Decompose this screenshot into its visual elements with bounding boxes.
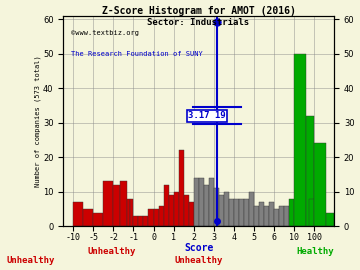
Bar [314, 143, 326, 226]
Bar [168, 195, 174, 226]
Bar [274, 209, 279, 226]
Bar [204, 185, 209, 226]
Bar [254, 206, 259, 226]
Text: Healthy: Healthy [296, 247, 334, 256]
Bar [120, 181, 127, 226]
Bar [234, 199, 239, 226]
Text: 3.17 19: 3.17 19 [188, 111, 226, 120]
X-axis label: Score: Score [184, 243, 213, 253]
Bar [93, 212, 103, 226]
Bar [194, 178, 199, 226]
Bar [153, 209, 158, 226]
Bar [73, 202, 83, 226]
Text: Sector: Industrials: Sector: Industrials [147, 18, 249, 27]
Bar [158, 206, 163, 226]
Bar [83, 209, 93, 226]
Bar [259, 202, 264, 226]
Text: The Research Foundation of SUNY: The Research Foundation of SUNY [71, 51, 203, 58]
Bar [184, 195, 189, 226]
Bar [134, 216, 139, 226]
Bar [306, 116, 314, 226]
Bar [264, 206, 269, 226]
Bar [326, 212, 334, 226]
Bar [130, 199, 133, 226]
Bar [294, 53, 306, 226]
Bar [127, 199, 130, 226]
Bar [239, 199, 244, 226]
Bar [229, 199, 234, 226]
Bar [179, 150, 184, 226]
Bar [219, 195, 224, 226]
Bar [309, 199, 314, 226]
Bar [249, 192, 254, 226]
Title: Z-Score Histogram for AMOT (2016): Z-Score Histogram for AMOT (2016) [102, 6, 296, 16]
Text: Unhealthy: Unhealthy [6, 256, 55, 265]
Bar [284, 206, 289, 226]
Bar [214, 188, 219, 226]
Bar [163, 185, 168, 226]
Bar [148, 209, 153, 226]
Bar [269, 202, 274, 226]
Bar [103, 181, 113, 226]
Text: Unhealthy: Unhealthy [88, 247, 136, 256]
Bar [209, 178, 214, 226]
Bar [279, 206, 284, 226]
Bar [144, 216, 148, 226]
Bar [139, 216, 144, 226]
Bar [174, 192, 179, 226]
Bar [189, 202, 194, 226]
Y-axis label: Number of companies (573 total): Number of companies (573 total) [35, 55, 41, 187]
Bar [199, 178, 204, 226]
Bar [244, 199, 249, 226]
Bar [113, 185, 120, 226]
Bar [224, 192, 229, 226]
Bar [289, 199, 294, 226]
Text: Unhealthy: Unhealthy [175, 256, 223, 265]
Text: ©www.textbiz.org: ©www.textbiz.org [71, 30, 139, 36]
